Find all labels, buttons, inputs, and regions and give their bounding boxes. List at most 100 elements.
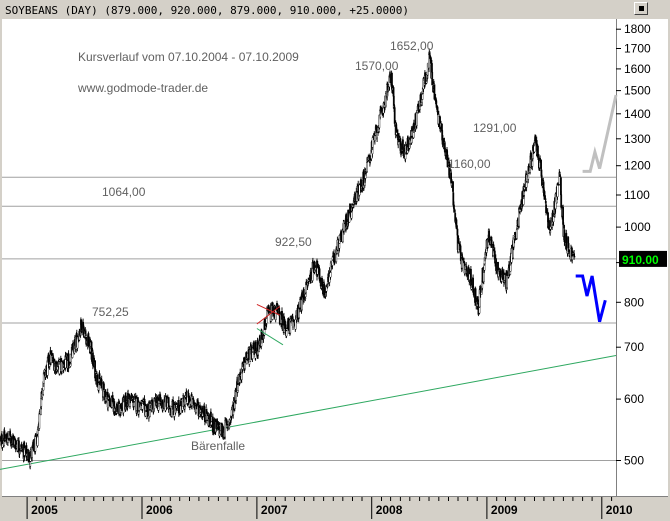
window-titlebar: SOYBEANS (DAY) (879.000, 920.000, 879.00… bbox=[2, 2, 632, 18]
annotation-1160: 1160,00 bbox=[448, 157, 491, 171]
y-tick-label: 1400 bbox=[624, 107, 651, 121]
candle-body bbox=[249, 344, 252, 347]
scenario-blue-path bbox=[575, 274, 607, 323]
candle-body bbox=[393, 107, 396, 124]
y-tick-label: 500 bbox=[624, 454, 644, 468]
candle-body bbox=[559, 174, 561, 177]
candle-body bbox=[544, 201, 547, 204]
candle-body bbox=[181, 398, 184, 407]
candle-body bbox=[539, 157, 542, 161]
candle-body bbox=[102, 383, 105, 391]
y-tick-label: 700 bbox=[624, 340, 644, 354]
candle-body bbox=[415, 112, 418, 126]
candle-body bbox=[243, 362, 246, 369]
candle-body bbox=[472, 288, 475, 295]
candle-body bbox=[254, 353, 257, 359]
candle-body bbox=[527, 172, 530, 180]
candle-body bbox=[452, 181, 454, 192]
candle-body bbox=[52, 356, 55, 360]
candle-body bbox=[279, 323, 281, 325]
candle-body bbox=[453, 208, 456, 213]
candle-body bbox=[47, 354, 50, 366]
candle-body bbox=[285, 330, 288, 337]
candle-body bbox=[552, 216, 555, 223]
candle-body bbox=[235, 391, 237, 401]
x-tick-label: 2007 bbox=[261, 503, 288, 517]
candle-body bbox=[225, 420, 228, 424]
last-price-badge bbox=[619, 250, 667, 267]
candle-body bbox=[543, 191, 546, 200]
y-tick-label: 800 bbox=[624, 295, 644, 309]
y-tick-label: 1500 bbox=[624, 84, 651, 98]
trendline bbox=[0, 355, 617, 470]
candle-body bbox=[358, 184, 361, 196]
candle-body bbox=[463, 261, 466, 264]
candle-body bbox=[100, 379, 103, 386]
candle-body bbox=[386, 83, 389, 85]
candle-body bbox=[98, 373, 101, 380]
candle-body bbox=[455, 219, 458, 229]
candle-body bbox=[457, 238, 460, 244]
candle-body bbox=[3, 430, 6, 441]
candle-body bbox=[84, 329, 87, 331]
candle-body bbox=[385, 93, 387, 107]
candle-body bbox=[29, 461, 32, 467]
candle-body bbox=[323, 284, 326, 298]
candle-body bbox=[571, 256, 574, 260]
annotation-922: 922,50 bbox=[275, 235, 312, 249]
pattern-green-line bbox=[256, 328, 284, 346]
candle-body bbox=[350, 211, 353, 219]
y-tick-label: 1300 bbox=[624, 132, 651, 146]
last-price-label: 910.00 bbox=[622, 253, 659, 267]
y-tick-label: 1000 bbox=[624, 220, 651, 234]
y-tick-label: 1100 bbox=[624, 188, 650, 202]
candle-body bbox=[5, 442, 8, 445]
candle-body bbox=[304, 297, 307, 299]
pattern-red-lower bbox=[256, 306, 281, 325]
candle-body bbox=[515, 229, 518, 239]
candle-body bbox=[387, 90, 389, 92]
candle-body bbox=[266, 310, 268, 318]
candle-body bbox=[285, 328, 288, 331]
candle-body bbox=[134, 396, 137, 398]
y-tick-label: 1600 bbox=[624, 62, 651, 76]
y-tick-label: 1700 bbox=[624, 42, 651, 56]
candle-body bbox=[84, 334, 87, 336]
candle-body bbox=[456, 228, 459, 236]
candle-body bbox=[25, 445, 28, 458]
y-tick-label: 1200 bbox=[624, 159, 651, 173]
candle-body bbox=[573, 256, 576, 258]
candle-body bbox=[96, 375, 99, 385]
candle-body bbox=[148, 409, 151, 418]
candle-body bbox=[67, 353, 70, 369]
candle-body bbox=[325, 286, 328, 292]
candle-body bbox=[407, 136, 409, 148]
y-tick-label: 1800 bbox=[624, 22, 651, 36]
candle-body bbox=[525, 182, 528, 188]
candle-body bbox=[562, 206, 565, 225]
candle-body bbox=[374, 135, 376, 141]
candle-body bbox=[453, 204, 455, 209]
candle-body bbox=[224, 420, 226, 438]
candle-body bbox=[38, 413, 41, 429]
candle-body bbox=[69, 353, 72, 363]
candle-body bbox=[366, 161, 368, 172]
candle-body bbox=[537, 145, 539, 157]
x-tick-label: 2009 bbox=[491, 503, 518, 517]
candle-body bbox=[257, 351, 259, 356]
x-axis-panel bbox=[2, 497, 616, 519]
candle-body bbox=[153, 400, 156, 409]
pattern-red-upper bbox=[256, 303, 281, 316]
annotation-baerenfalle: Bärenfalle bbox=[191, 439, 245, 453]
annotation-1652: 1652,00 bbox=[390, 39, 434, 53]
candle-body bbox=[396, 129, 398, 133]
scenario-gray-path bbox=[582, 94, 618, 173]
candle-body bbox=[565, 232, 568, 244]
candle-body bbox=[36, 429, 39, 435]
candle-body bbox=[499, 270, 502, 281]
candle-body bbox=[540, 159, 543, 169]
candle-body bbox=[563, 225, 566, 229]
annotation-website: www.godmode-trader.de bbox=[77, 81, 208, 95]
close-icon[interactable] bbox=[634, 2, 648, 15]
candle-body bbox=[50, 354, 52, 363]
